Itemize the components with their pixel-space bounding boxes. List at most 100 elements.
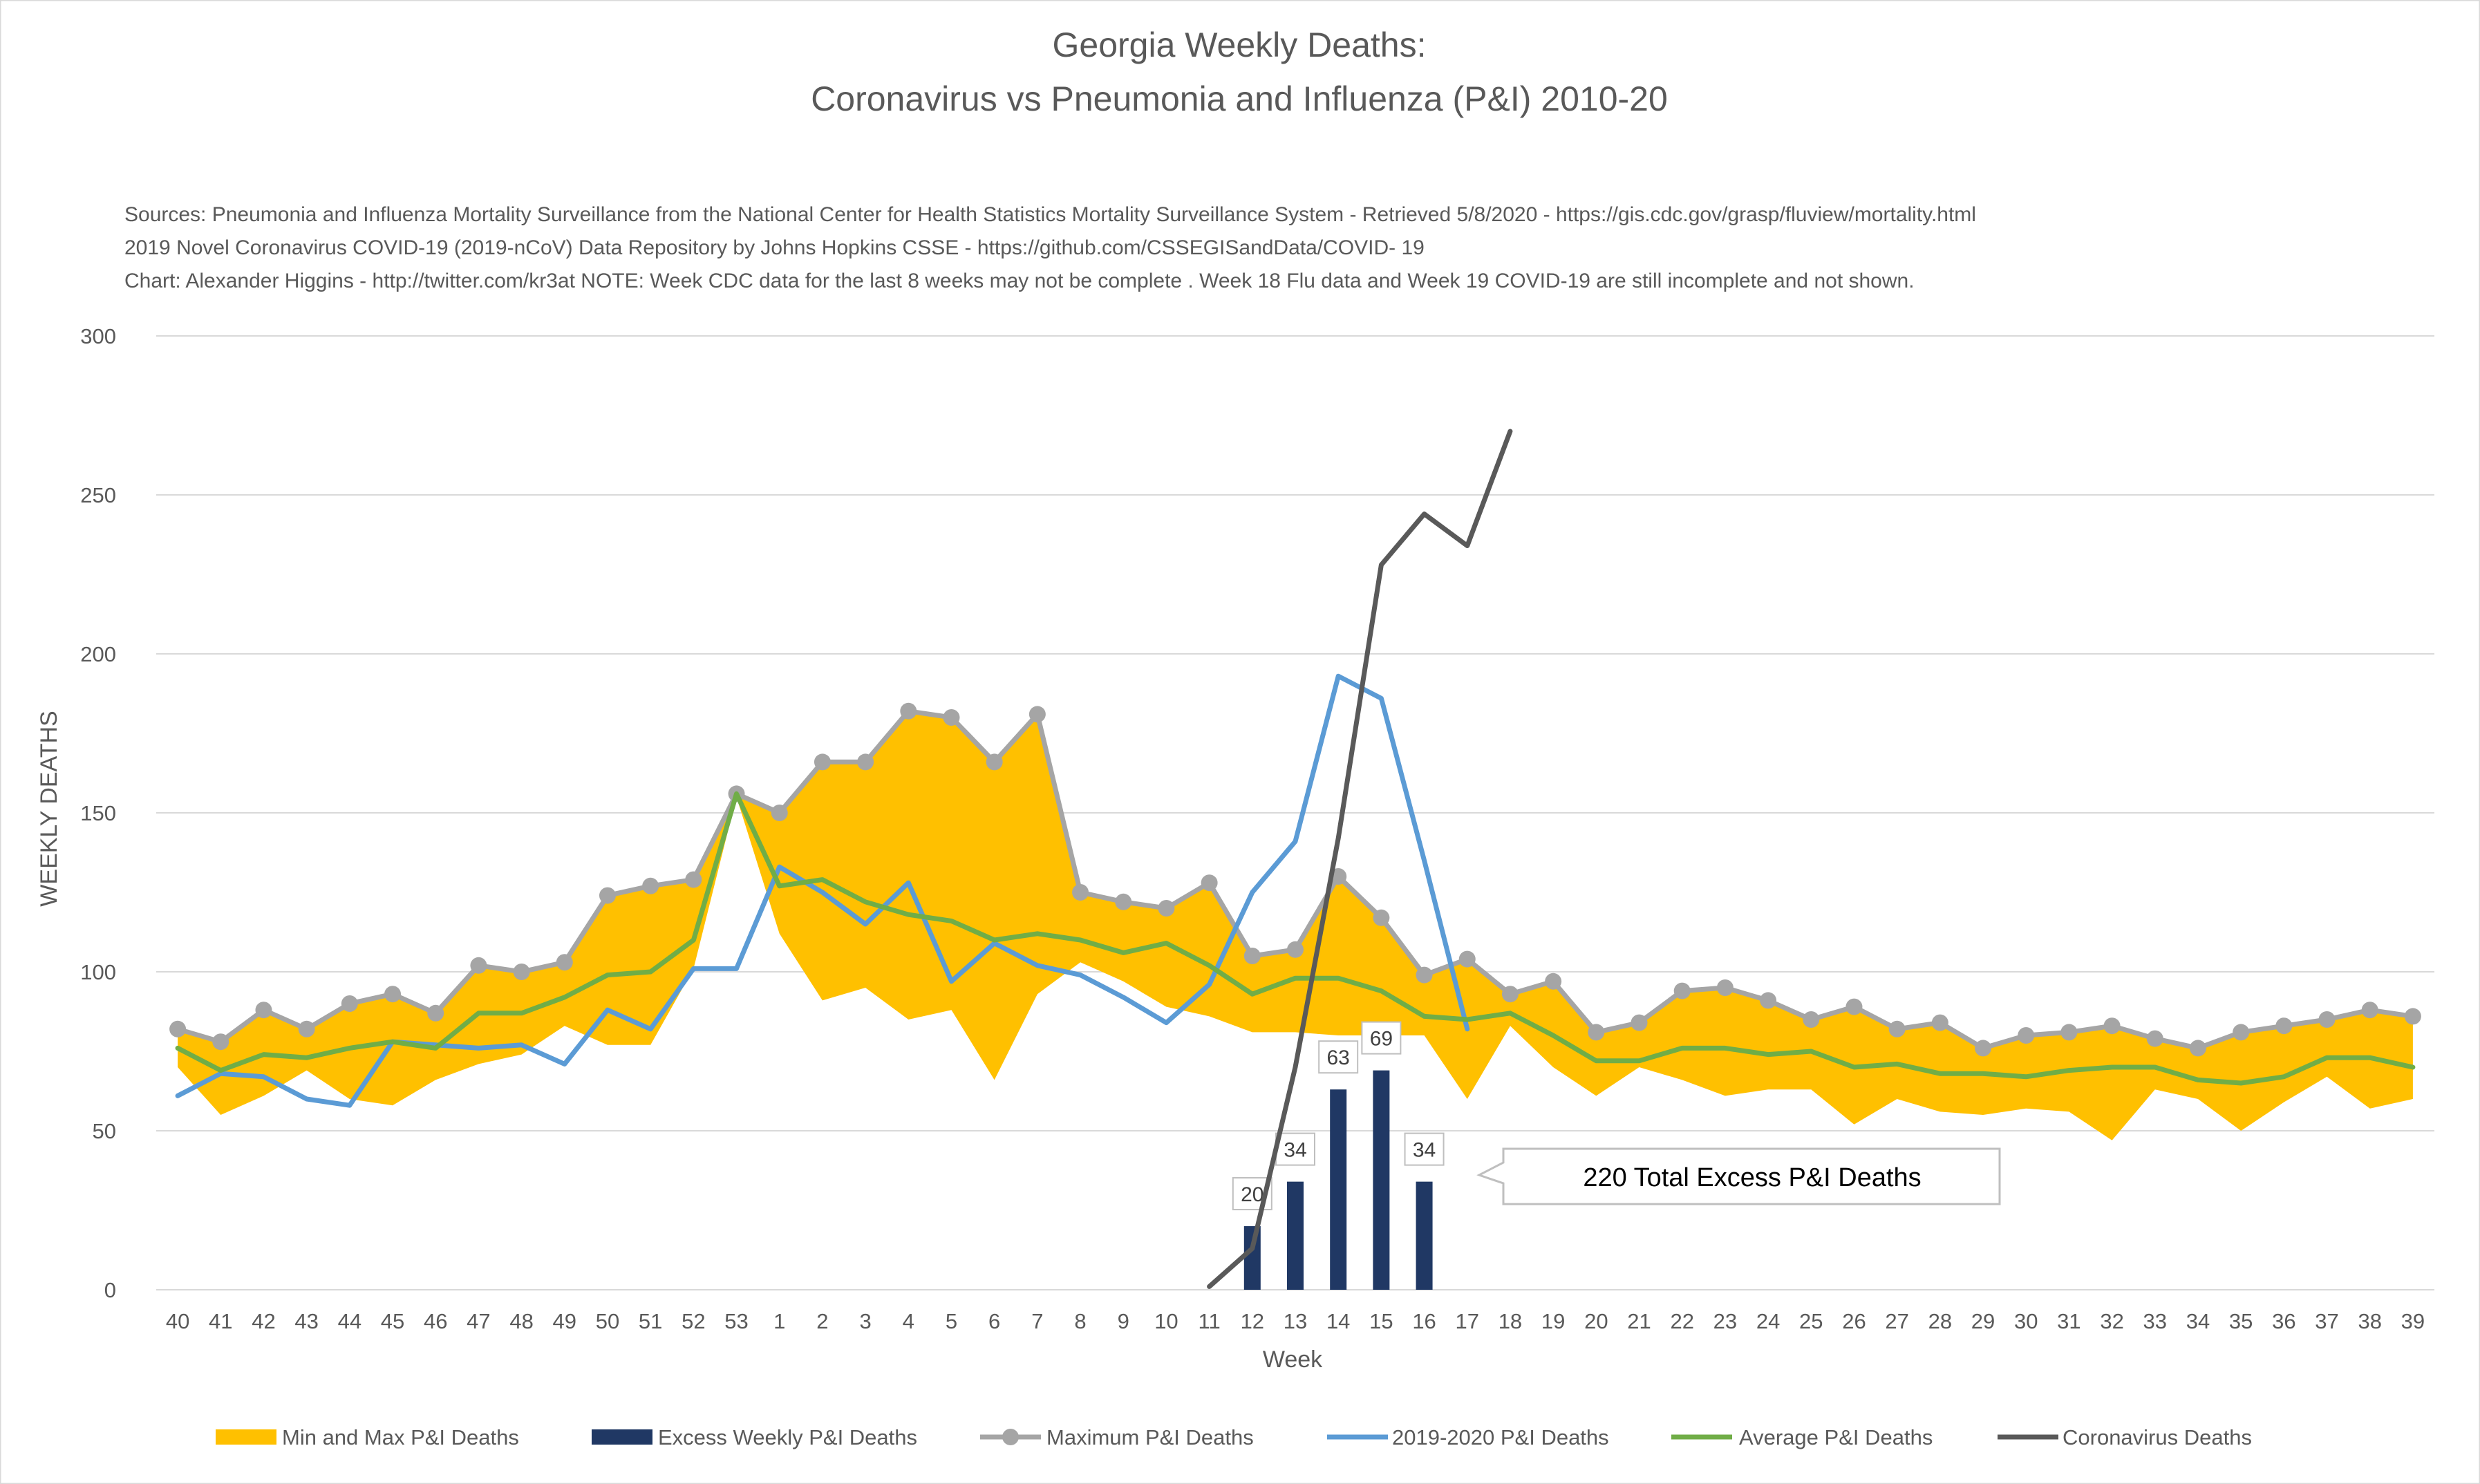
x-tick-label: 8 — [1074, 1309, 1086, 1333]
x-tick-label: 16 — [1412, 1309, 1436, 1333]
source-line-1: Sources: Pneumonia and Influenza Mortali… — [124, 203, 1976, 226]
bar-label: 34 — [1413, 1139, 1436, 1162]
legend-item-coronavirus: Coronavirus Deaths — [1998, 1425, 2252, 1449]
excess-bar-week-14 — [1330, 1089, 1347, 1290]
legend-label-coronavirus: Coronavirus Deaths — [2063, 1425, 2252, 1449]
maximum-marker-week-34 — [2189, 1040, 2206, 1057]
callout: 220 Total Excess P&I Deaths — [1476, 1147, 2001, 1205]
source-line-2: 2019 Novel Coronavirus COVID-19 (2019-nC… — [124, 236, 1425, 259]
maximum-marker-week-11 — [1201, 874, 1218, 892]
x-tick-label: 23 — [1713, 1309, 1737, 1333]
x-axis-ticks: 40 41 42 43 44 45 46 47 48 49 50 51 52 53 1 2 3 4 5 6 7 8 9 10 1… — [166, 1309, 2425, 1333]
maximum-marker-week-27 — [1888, 1020, 1906, 1037]
x-tick-label: 41 — [209, 1309, 232, 1333]
x-tick-label: 10 — [1154, 1309, 1178, 1333]
maximum-marker-week-49 — [556, 954, 573, 971]
excess-bars — [1243, 1070, 1433, 1290]
legend-swatch-excess — [592, 1429, 652, 1445]
maximum-marker-week-37 — [2318, 1011, 2336, 1028]
maximum-marker-week-12 — [1243, 948, 1261, 964]
x-tick-label: 22 — [1670, 1309, 1693, 1333]
legend-item-2019-2020: 2019-2020 P&I Deaths — [1327, 1425, 1609, 1449]
x-tick-label: 43 — [294, 1309, 318, 1333]
bar-label-box — [1318, 1040, 1359, 1074]
maximum-marker-week-21 — [1631, 1014, 1648, 1031]
maximum-marker-week-36 — [2275, 1017, 2293, 1035]
x-tick-label: 34 — [2186, 1309, 2210, 1333]
bar-label: 20 — [1241, 1183, 1264, 1206]
maximum-marker-week-20 — [1588, 1024, 1605, 1041]
x-tick-label: 52 — [682, 1309, 705, 1333]
excess-bar-week-16 — [1416, 1181, 1433, 1290]
maximum-marker-week-46 — [427, 1004, 444, 1022]
min-max-range-area — [178, 711, 2413, 1140]
x-tick-label: 49 — [553, 1309, 576, 1333]
x-tick-label: 46 — [424, 1309, 447, 1333]
maximum-marker-week-51 — [642, 877, 659, 894]
x-tick-label: 1 — [773, 1309, 785, 1333]
series-line-coronavirus-deaths — [1207, 429, 1513, 1289]
maximum-marker-week-22 — [1673, 982, 1691, 999]
maximum-marker-week-40 — [169, 1020, 187, 1037]
x-tick-label: 4 — [903, 1309, 914, 1333]
y-tick-label: 200 — [80, 642, 116, 666]
maximum-marker-week-16 — [1416, 966, 1433, 984]
maximum-marker-week-30 — [2018, 1027, 2035, 1044]
excess-bar-week-13 — [1287, 1181, 1304, 1290]
x-tick-label: 20 — [1584, 1309, 1608, 1333]
legend-label-excess: Excess Weekly P&I Deaths — [658, 1425, 917, 1449]
bar-label: 63 — [1327, 1046, 1350, 1069]
legend-label-2019-2020: 2019-2020 P&I Deaths — [1392, 1425, 1609, 1449]
y-tick-label: 100 — [80, 960, 116, 984]
bar-label: 34 — [1284, 1139, 1306, 1162]
bar-label-box — [1361, 1021, 1402, 1055]
bar-label-box — [1275, 1132, 1315, 1166]
chart-title-line1: Georgia Weekly Deaths: — [1053, 26, 1427, 64]
maximum-marker-week-28 — [1931, 1014, 1948, 1031]
x-tick-label: 24 — [1756, 1309, 1780, 1333]
maximum-marker-week-6 — [986, 753, 1003, 771]
legend-item-min-max: Min and Max P&I Deaths — [216, 1425, 519, 1449]
x-tick-label: 36 — [2272, 1309, 2295, 1333]
x-tick-label: 33 — [2143, 1309, 2167, 1333]
excess-bar-week-12 — [1243, 1226, 1261, 1290]
x-tick-label: 32 — [2100, 1309, 2123, 1333]
legend-swatch-min-max — [216, 1429, 276, 1445]
x-tick-label: 27 — [1885, 1309, 1908, 1333]
maximum-marker-week-4 — [900, 702, 917, 720]
x-axis-label: Week — [1263, 1346, 1323, 1373]
series-line-average-p-i-deaths — [175, 791, 2416, 1086]
y-axis-label: WEEKLY DEATHS — [36, 711, 62, 906]
y-tick-label: 0 — [104, 1278, 116, 1302]
legend-item-excess: Excess Weekly P&I Deaths — [592, 1425, 917, 1449]
maximum-marker-week-45 — [384, 986, 402, 1003]
x-tick-label: 45 — [381, 1309, 404, 1333]
maximum-marker-week-18 — [1501, 986, 1519, 1003]
x-tick-label: 47 — [467, 1309, 490, 1333]
maximum-marker-week-50 — [599, 887, 616, 904]
x-tick-label: 15 — [1369, 1309, 1393, 1333]
maximum-marker-week-13 — [1287, 941, 1304, 958]
x-tick-label: 17 — [1456, 1309, 1479, 1333]
x-tick-label: 13 — [1284, 1309, 1307, 1333]
maximum-marker-week-10 — [1158, 900, 1175, 917]
maximum-marker-week-39 — [2404, 1008, 2421, 1025]
bar-label: 69 — [1370, 1028, 1393, 1051]
x-tick-label: 5 — [946, 1309, 957, 1333]
x-tick-label: 18 — [1499, 1309, 1522, 1333]
maximum-marker-week-2 — [814, 753, 831, 771]
maximum-marker-week-41 — [212, 1033, 229, 1051]
legend: Min and Max P&I Deaths Excess Weekly P&I… — [216, 1425, 2252, 1449]
maximum-marker-week-42 — [255, 1002, 272, 1019]
x-tick-label: 42 — [252, 1309, 275, 1333]
x-tick-label: 50 — [596, 1309, 619, 1333]
x-tick-label: 6 — [988, 1309, 1000, 1333]
legend-label-min-max: Min and Max P&I Deaths — [282, 1425, 519, 1449]
maximum-marker-week-7 — [1028, 706, 1046, 723]
x-tick-label: 44 — [338, 1309, 361, 1333]
y-tick-label: 150 — [80, 801, 116, 825]
x-tick-label: 39 — [2401, 1309, 2425, 1333]
maximum-marker-week-1 — [771, 805, 788, 821]
